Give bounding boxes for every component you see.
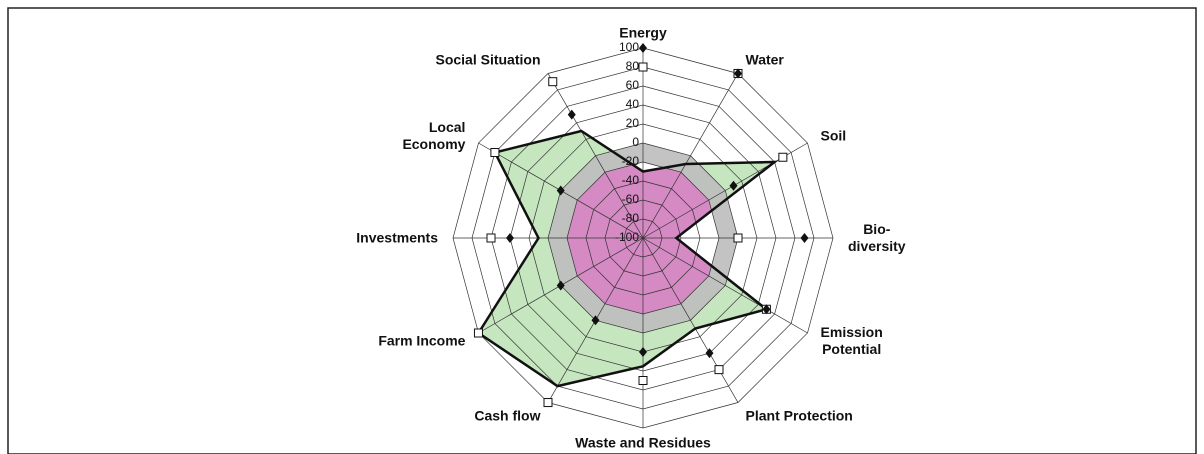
category-label: Social Situation (435, 51, 541, 68)
category-label: Farm Income (378, 332, 466, 348)
r-tick-label: 40 (626, 97, 640, 111)
r-tick-label: 80 (626, 59, 640, 73)
category-label: Waste and Residues (575, 434, 711, 451)
r-tick-label: 100 (619, 40, 639, 54)
spoke (642, 73, 739, 239)
category-label: Cash flow (474, 407, 541, 424)
diamond-marker (506, 233, 514, 243)
r-tick-label: 20 (626, 116, 640, 130)
category-label: Water (745, 51, 784, 68)
category-label: Bio- diversity (848, 221, 906, 254)
r-tick-label: 60 (626, 78, 640, 92)
square-marker (473, 328, 483, 338)
r-tick-label: 0 (632, 135, 639, 149)
square-marker (490, 148, 500, 157)
frame (7, 7, 1197, 454)
diamond-marker (556, 280, 565, 291)
spoke (642, 237, 739, 403)
square-marker (543, 398, 553, 408)
category-label: Investments (356, 229, 438, 246)
spoke (642, 237, 808, 334)
square-marker (548, 77, 558, 87)
square-marker (486, 233, 496, 243)
square-marker (638, 62, 648, 72)
category-label: Soil (820, 127, 847, 143)
category-label: Plant Protection (745, 407, 853, 424)
diamond-marker (705, 348, 714, 359)
category-label: Energy (619, 24, 667, 41)
diamond-marker (639, 43, 647, 53)
diamond-marker (800, 233, 809, 243)
spoke (547, 73, 644, 239)
square-marker (714, 365, 724, 375)
diamond-marker (556, 185, 565, 196)
category-label: Local Economy (402, 118, 466, 152)
r-tick-label: -20 (622, 154, 640, 168)
square-marker (733, 233, 743, 243)
diamond-marker (729, 180, 738, 191)
diamond-marker (762, 304, 771, 315)
r-tick-label: -40 (622, 173, 640, 187)
diamond-marker (567, 109, 576, 120)
r-tick-label: -60 (622, 192, 640, 206)
square-marker (778, 152, 788, 162)
square-marker (638, 376, 648, 385)
r-tick-label: -100 (615, 230, 639, 244)
diamond-marker (734, 68, 742, 79)
category-label: Emission Potential (820, 323, 883, 357)
diamond-marker (639, 347, 647, 357)
diamond-marker (591, 315, 600, 326)
r-tick-label: -80 (622, 211, 640, 225)
